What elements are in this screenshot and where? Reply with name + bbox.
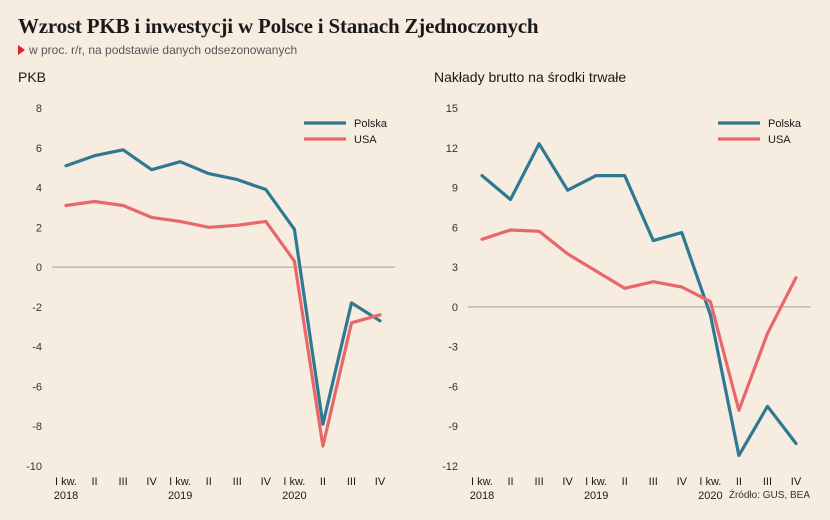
y-tick-label: -2 xyxy=(32,302,42,314)
x-tick-label: IV xyxy=(791,476,802,488)
x-tick-label: IV xyxy=(677,476,688,488)
series-line-usa xyxy=(480,228,798,412)
legend-label: Polska xyxy=(354,118,388,130)
y-tick-label: 6 xyxy=(36,143,42,155)
x-tick-label: II xyxy=(206,476,212,488)
x-tick-label: III xyxy=(649,476,658,488)
y-tick-label: 3 xyxy=(452,262,458,274)
y-tick-label: 9 xyxy=(452,183,458,195)
panel-title: PKB xyxy=(18,69,46,85)
y-tick-label: -6 xyxy=(32,381,42,393)
x-tick-label: III xyxy=(763,476,772,488)
x-tick-label: II xyxy=(622,476,628,488)
x-tick-label: I kw. xyxy=(55,476,77,488)
chart-panel-2: Nakłady brutto na środki trwałe 15 12 9 6 3 0 -… xyxy=(434,69,811,502)
series-line-usa xyxy=(64,199,382,448)
legend-label: USA xyxy=(768,134,791,146)
legend-label: USA xyxy=(354,134,377,146)
year-label: 2018 xyxy=(470,490,494,502)
series-line-polska xyxy=(480,142,798,457)
y-tick-label: -4 xyxy=(32,342,42,354)
series-line-polska xyxy=(64,148,382,426)
legend-label: Polska xyxy=(768,118,802,130)
x-tick-label: II xyxy=(91,476,97,488)
x-tick-label: I kw. xyxy=(471,476,493,488)
panel-title: Nakłady brutto na środki trwałe xyxy=(434,69,626,85)
x-tick-label: I kw. xyxy=(169,476,191,488)
y-tick-label: 0 xyxy=(36,262,42,274)
y-tick-label: 8 xyxy=(36,103,42,115)
year-label: 2019 xyxy=(168,490,192,502)
x-tick-label: III xyxy=(535,476,544,488)
y-tick-label: 15 xyxy=(446,103,458,115)
x-tick-label: III xyxy=(119,476,128,488)
x-tick-label: II xyxy=(320,476,326,488)
y-tick-label: -10 xyxy=(26,461,42,473)
year-label: 2020 xyxy=(282,490,306,502)
y-tick-label: -9 xyxy=(448,421,458,433)
x-tick-label: IV xyxy=(261,476,272,488)
year-label: 2018 xyxy=(54,490,78,502)
y-tick-label: 12 xyxy=(446,143,458,155)
y-tick-label: -3 xyxy=(448,342,458,354)
source-note: Źródło: GUS, BEA xyxy=(728,490,810,501)
x-tick-label: I kw. xyxy=(699,476,721,488)
y-tick-label: -8 xyxy=(32,421,42,433)
x-tick-label: IV xyxy=(146,476,157,488)
y-tick-label: -12 xyxy=(442,461,458,473)
x-tick-label: I kw. xyxy=(585,476,607,488)
x-tick-label: II xyxy=(507,476,513,488)
y-tick-label: -6 xyxy=(448,381,458,393)
y-tick-label: 4 xyxy=(36,183,42,195)
y-tick-label: 0 xyxy=(452,302,458,314)
x-tick-label: I kw. xyxy=(283,476,305,488)
y-tick-label: 6 xyxy=(452,222,458,234)
triangle-marker-icon xyxy=(18,45,25,55)
x-tick-label: III xyxy=(233,476,242,488)
y-tick-label: 2 xyxy=(36,222,42,234)
chart-title: Wzrost PKB i inwestycji w Polsce i Stana… xyxy=(18,14,539,38)
year-label: 2019 xyxy=(584,490,608,502)
year-label: 2020 xyxy=(698,490,722,502)
x-tick-label: II xyxy=(736,476,742,488)
x-tick-label: IV xyxy=(375,476,386,488)
x-tick-label: III xyxy=(347,476,356,488)
subtitle-text: w proc. r/r, na podstawie danych odsezon… xyxy=(29,43,298,57)
x-tick-label: IV xyxy=(562,476,573,488)
chart-subtitle: w proc. r/r, na podstawie danych odsezon… xyxy=(18,43,297,57)
